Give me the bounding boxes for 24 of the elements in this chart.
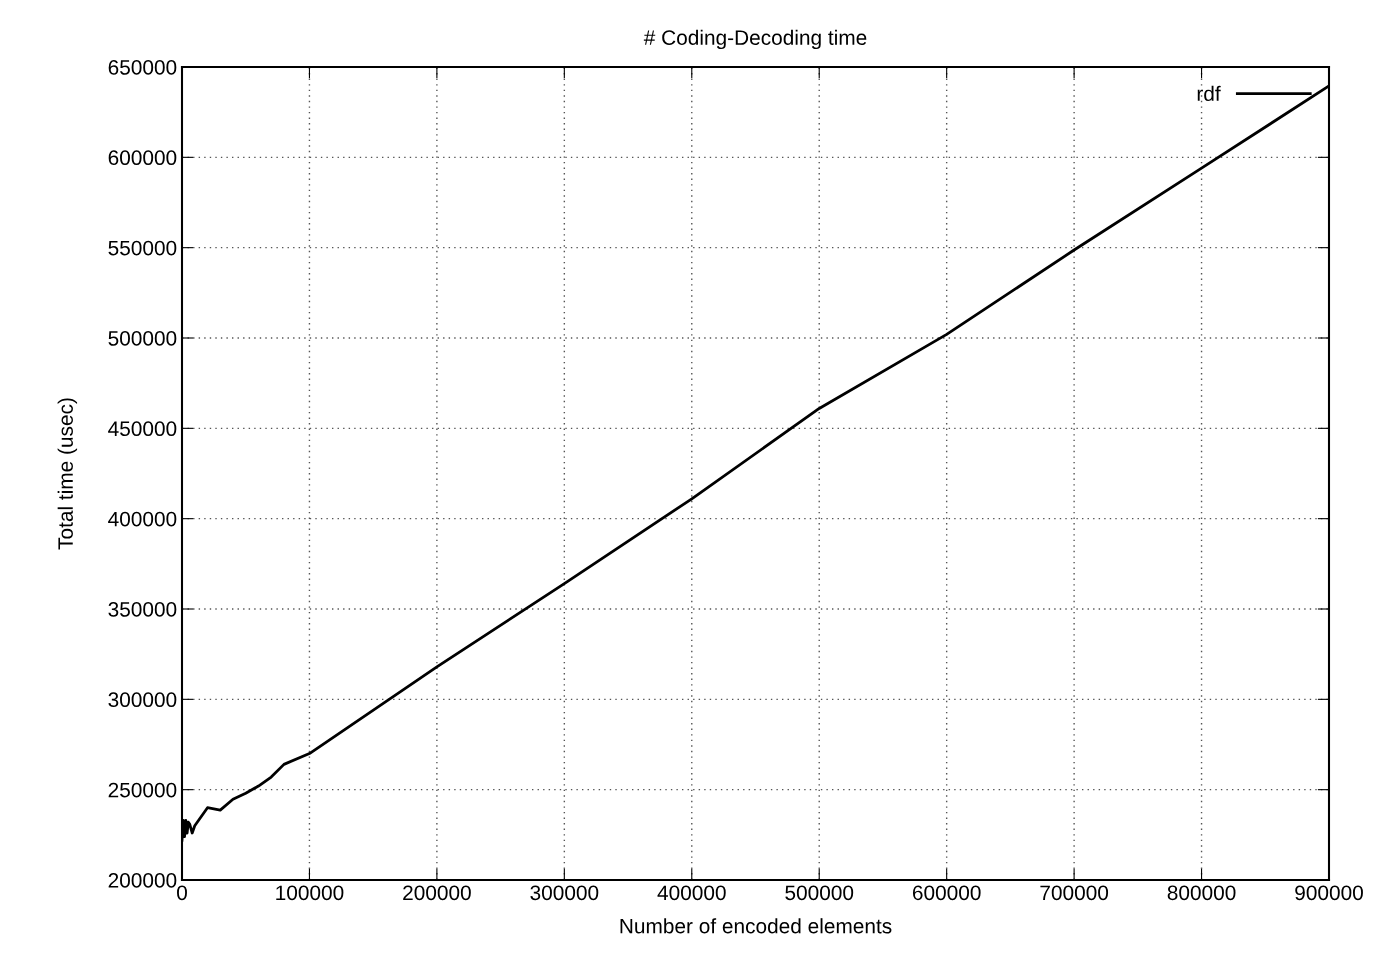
x-tick-label: 300000 <box>530 885 599 901</box>
y-tick-label: 400000 <box>108 511 177 527</box>
x-tick-label: 600000 <box>912 885 981 901</box>
y-tick-label: 600000 <box>108 150 177 166</box>
x-tick-label: 100000 <box>276 885 344 901</box>
legend-label: rdf <box>1197 85 1221 102</box>
y-tick-label: 500000 <box>108 331 177 346</box>
y-tick-label: 300000 <box>108 692 177 708</box>
y-tick-label: 250000 <box>108 782 177 798</box>
x-tick-label: 700000 <box>1040 885 1109 901</box>
x-tick-label: 800000 <box>1167 885 1236 901</box>
x-tick-label: 0 <box>177 885 187 901</box>
x-tick-label: 500000 <box>785 885 854 901</box>
x-tick-label: 200000 <box>403 885 471 901</box>
y-tick-label: 550000 <box>108 240 177 256</box>
y-axis-title: Total time (usec) <box>57 398 78 550</box>
y-tick-label: 350000 <box>108 602 177 617</box>
y-tick-label: 450000 <box>108 421 177 437</box>
chart-title: # Coding-Decoding time <box>643 29 867 50</box>
x-tick-label: 900000 <box>1295 885 1363 901</box>
x-tick-label: 400000 <box>657 885 726 901</box>
x-axis-title: Number of encoded elements <box>620 918 892 934</box>
y-tick-label: 650000 <box>108 60 177 75</box>
y-tick-label: 200000 <box>108 873 177 888</box>
